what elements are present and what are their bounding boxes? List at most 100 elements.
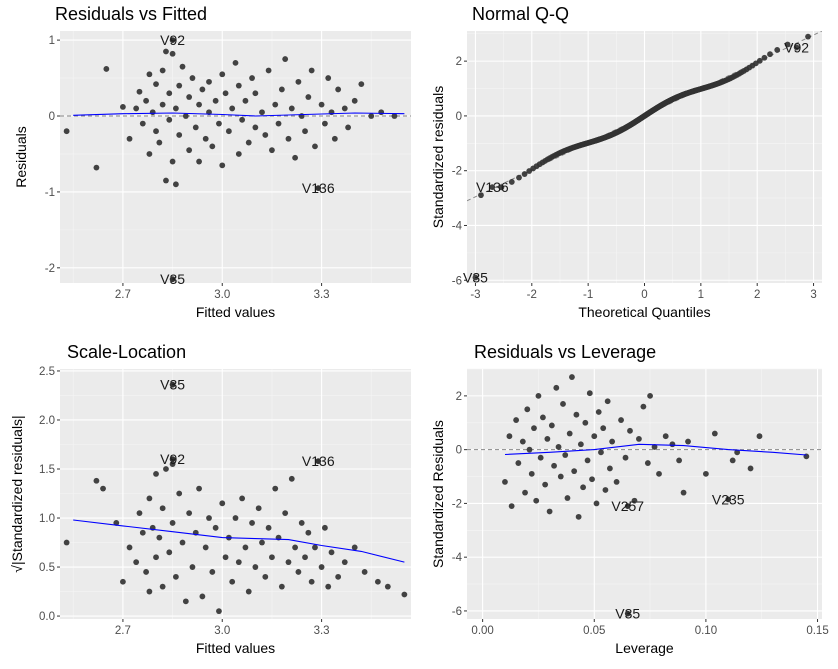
data-point (805, 33, 811, 40)
smooth-line (504, 443, 807, 456)
data-point (391, 113, 398, 119)
x-tick-label: 0.10 (695, 625, 717, 637)
y-tick-label: 0.0 (39, 611, 55, 623)
x-tick-label: -1 (583, 289, 593, 301)
data-point (331, 135, 338, 142)
data-point (235, 559, 242, 566)
data-point (318, 101, 325, 108)
panel-background (60, 31, 411, 283)
data-point (278, 583, 285, 590)
data-point (506, 433, 513, 440)
data-point (295, 78, 302, 85)
data-point (146, 71, 153, 78)
outlier-point (624, 503, 631, 509)
x-tick-label: 0.00 (471, 625, 493, 637)
data-point (522, 489, 528, 496)
data-point (120, 104, 126, 110)
data-point (153, 128, 159, 135)
outlier-label: V257 (611, 498, 644, 514)
data-point (325, 583, 332, 590)
data-point (259, 539, 265, 546)
data-point (305, 529, 312, 536)
data-point (729, 457, 736, 464)
data-point (508, 179, 515, 185)
data-point (560, 401, 566, 407)
data-point (202, 135, 209, 142)
data-point (229, 105, 236, 112)
data-point (341, 105, 348, 112)
data-point (322, 120, 328, 127)
data-point (756, 433, 763, 440)
data-point (235, 82, 242, 89)
data-point (335, 573, 342, 580)
data-point (245, 588, 252, 595)
data-point (498, 184, 505, 191)
panel-background (60, 369, 411, 619)
data-point (546, 508, 553, 515)
data-point (179, 63, 186, 70)
data-point (734, 449, 741, 456)
data-point (169, 50, 176, 57)
data-point (186, 147, 193, 154)
outlier-point (315, 185, 322, 192)
y-axis-title: Standardized Residuals (430, 420, 446, 568)
data-point (540, 414, 546, 421)
data-point (618, 417, 624, 423)
data-point (680, 489, 687, 496)
outlier-point (169, 276, 176, 283)
panel-4: 0.00 0.05 0.10 0.15 -6 -4 -2 0 2 Residuals vs Lev… (430, 342, 829, 656)
data-point (604, 398, 611, 405)
data-point (591, 433, 598, 440)
data-point (159, 67, 166, 74)
data-point (192, 124, 199, 131)
data-point (206, 78, 212, 85)
plot-area (467, 374, 822, 617)
y-tick-label: 2 (456, 56, 462, 68)
data-point (252, 124, 259, 131)
data-point (401, 591, 408, 598)
data-point (219, 500, 226, 507)
data-point (202, 544, 209, 551)
data-point (153, 554, 159, 561)
data-point (711, 430, 718, 437)
data-point (285, 135, 292, 142)
data-point (298, 520, 305, 526)
data-point (163, 177, 169, 184)
outlier-label: V35 (463, 270, 488, 286)
data-point (199, 86, 206, 93)
data-point (285, 559, 292, 566)
data-point (548, 422, 555, 429)
data-point (761, 54, 768, 61)
data-point (176, 82, 183, 89)
data-point (245, 139, 252, 146)
y-axis-title: √|Standardized residuals| (9, 415, 25, 572)
data-point (229, 578, 236, 585)
y-tick-label: -4 (452, 220, 463, 232)
data-point (573, 411, 580, 418)
data-point (169, 461, 176, 467)
data-point (292, 154, 299, 161)
x-tick-label: 3.0 (214, 625, 230, 637)
data-point (139, 120, 146, 127)
data-point (631, 497, 638, 504)
y-tick-label: 1.0 (39, 513, 55, 525)
data-point (325, 75, 332, 81)
data-point (196, 101, 202, 108)
data-point (239, 116, 246, 123)
data-point (212, 524, 219, 531)
y-tick-label: -6 (452, 275, 462, 287)
data-point (93, 477, 100, 484)
data-point (533, 497, 540, 504)
data-point (259, 109, 265, 116)
x-tick-label: 2 (754, 289, 760, 301)
data-point (636, 435, 642, 442)
x-tick-label: 2.7 (115, 289, 131, 301)
data-point (644, 460, 651, 466)
data-point (312, 143, 318, 150)
data-point (513, 417, 520, 423)
data-point (489, 184, 496, 191)
outlier-point (169, 37, 176, 44)
data-point (199, 593, 206, 600)
data-point (767, 51, 773, 58)
data-point (149, 109, 156, 116)
